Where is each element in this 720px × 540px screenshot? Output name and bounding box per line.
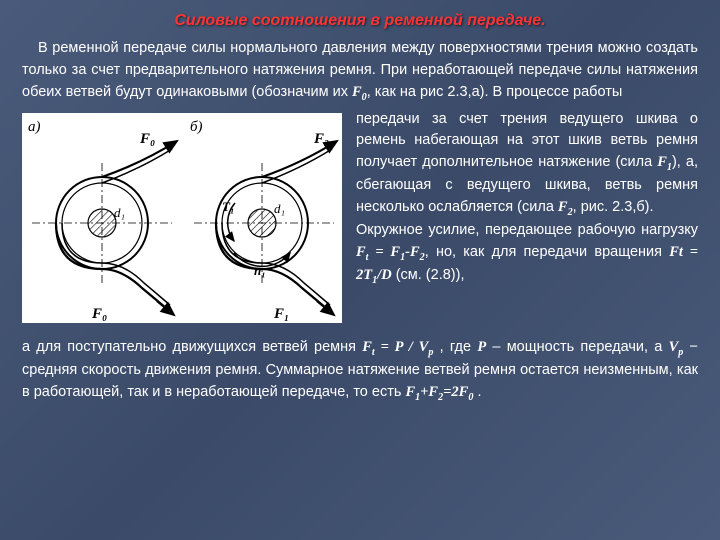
p1-text-b: , как на рис 2.3,а). В процессе работы [367, 84, 623, 100]
formula-F1: F1 [657, 154, 672, 170]
p3-text-b: , но, как для передачи вращения [425, 244, 670, 260]
panel-b-label: б) [190, 119, 203, 135]
formula-F2: F2 [558, 199, 573, 215]
force-F1: F₁ [273, 306, 289, 322]
speed-n1: n₁ [254, 263, 266, 278]
diagram-svg: а) F₀ F₀ d₁ б) [22, 113, 342, 323]
p4-text-e: . [473, 384, 481, 400]
formula-F0: F0 [352, 84, 367, 100]
force-F0-top: F₀ [139, 131, 155, 147]
p4-text-b: , где [433, 339, 477, 355]
dia-d1-a: d₁ [114, 205, 125, 220]
formula-Ft-eq: Ft = F1-F2 [356, 244, 425, 260]
panel-a-label: а) [28, 119, 41, 135]
formula-Vp: Vp [669, 339, 684, 355]
formula-Ft-PV: Ft = P / Vp [362, 339, 433, 355]
p3-text-c: (см. (2.8)), [392, 267, 465, 283]
dia-d1-b: d₁ [274, 201, 285, 216]
paragraph-4: а для поступательно движущихся ветвей ре… [22, 337, 698, 405]
p4-text-a: а для поступательно движущихся ветвей ре… [22, 339, 362, 355]
force-F2: F₂ [313, 131, 329, 147]
p4-text-c: – мощность передачи, а [486, 339, 668, 355]
formula-sum: F1+F2=2F0 [405, 384, 473, 400]
formula-P: P [477, 339, 486, 355]
torque-T1: T₁ [222, 199, 234, 214]
force-F0-bottom: F₀ [91, 306, 107, 322]
paragraph-1: В ременной передаче силы нормального дав… [22, 38, 698, 105]
figure-2-3: а) F₀ F₀ d₁ б) [22, 113, 342, 323]
p3-text-a: Окружное усилие, передающее рабочую нагр… [356, 222, 698, 238]
p2-text-a: передачи за счет трения ведущего шкива о… [356, 111, 698, 171]
page-title: Силовые соотношения в ременной передаче. [22, 12, 698, 30]
p2-text-c: , рис. 2.3,б). [573, 199, 654, 215]
